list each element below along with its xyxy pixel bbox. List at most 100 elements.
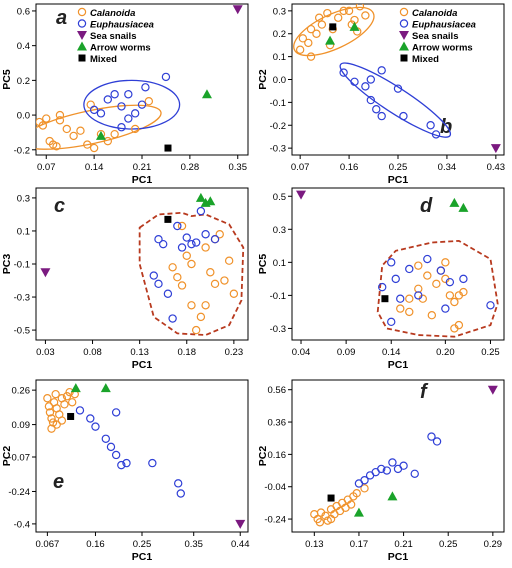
x-tick-label: 0.04: [292, 347, 311, 358]
data-point-calanoida: [103, 136, 113, 146]
legend-marker-open-circle: [77, 7, 87, 17]
data-point-calanoida: [187, 301, 196, 310]
x-axis-label: PC1: [132, 174, 153, 186]
x-tick-label: 0.07: [291, 162, 310, 173]
data-point-calanoida: [60, 400, 69, 409]
data-point-sea_snails: [490, 144, 501, 154]
data-point-calanoida: [210, 279, 220, 289]
data-point-calanoida: [65, 387, 74, 397]
data-point-calanoida: [346, 500, 356, 509]
x-tick-label: 0.07: [37, 162, 56, 173]
data-point-euphausiacea: [187, 239, 196, 249]
data-point-euphausiacea: [117, 123, 126, 132]
panel-letter: f: [420, 381, 429, 403]
data-point-arrow_worms: [205, 196, 216, 206]
data-point-arrow_worms: [70, 383, 81, 393]
legend-label: Arrow worms: [412, 43, 473, 54]
x-axis-label: PC1: [132, 359, 153, 371]
data-point-euphausiacea: [191, 238, 201, 247]
data-point-calanoida: [295, 45, 305, 54]
data-point-calanoida: [45, 408, 55, 417]
y-tick-label: 0.4: [17, 41, 30, 52]
y-tick-label: 0.5: [273, 192, 286, 203]
data-point-euphausiacea: [445, 277, 455, 287]
data-point-euphausiacea: [388, 458, 397, 467]
data-point-euphausiacea: [103, 95, 113, 104]
data-point-euphausiacea: [426, 121, 435, 130]
data-point-euphausiacea: [432, 437, 442, 446]
x-tick-label: 0.08: [83, 347, 102, 358]
legend-marker-open-circle: [399, 7, 409, 17]
x-tick-label: 0.16: [340, 162, 359, 173]
data-point-euphausiacea: [196, 206, 206, 216]
panel-letter: e: [53, 471, 64, 493]
data-point-euphausiacea: [436, 266, 446, 275]
x-tick-label: 0.29: [484, 539, 503, 550]
x-tick-label: 0.18: [178, 347, 197, 358]
data-point-euphausiacea: [168, 314, 177, 323]
data-point-calanoida: [423, 271, 432, 280]
x-axis-label: PC1: [132, 551, 153, 563]
data-point-calanoida: [352, 488, 361, 498]
data-point-euphausiacea: [387, 258, 396, 267]
y-tick-label: -0.24: [264, 515, 286, 526]
plot-area: [310, 385, 498, 527]
data-point-calanoida: [220, 276, 229, 285]
data-point-calanoida: [44, 402, 54, 411]
legend-label: Mixed: [412, 54, 439, 65]
data-point-calanoida: [168, 263, 177, 272]
data-point-arrow_worms: [458, 202, 469, 212]
data-point-euphausiacea: [459, 274, 468, 284]
data-point-euphausiacea: [86, 414, 95, 423]
data-point-euphausiacea: [201, 230, 210, 239]
data-point-arrow_worms: [349, 21, 360, 31]
x-tick-label: 0.03: [36, 347, 55, 358]
data-point-calanoida: [326, 514, 336, 524]
x-tick-label: 0.20: [436, 347, 455, 358]
x-axis-label: PC1: [388, 174, 409, 186]
data-point-calanoida: [76, 126, 85, 135]
data-point-euphausiacea: [387, 317, 396, 327]
data-point-euphausiacea: [75, 406, 85, 415]
y-tick-label: 0.1: [17, 226, 30, 237]
panel-letter: a: [56, 7, 67, 29]
x-tick-label: 0.13: [130, 347, 149, 358]
y-tick-label: -0.1: [270, 98, 286, 109]
legend-marker-open-circle: [399, 19, 409, 28]
data-point-euphausiacea: [405, 264, 414, 274]
data-point-calanoida: [360, 484, 369, 493]
data-point-calanoida: [450, 297, 459, 307]
data-point-calanoida: [191, 325, 201, 335]
y-tick-label: 0.3: [273, 6, 286, 17]
x-tick-label: 0.21: [133, 162, 152, 173]
data-point-calanoida: [224, 256, 234, 265]
x-tick-label: 0.35: [228, 162, 247, 173]
y-tick-label: 0.3: [17, 193, 30, 204]
data-point-calanoida: [315, 518, 325, 527]
data-point-calanoida: [450, 324, 459, 333]
y-axis-label: PC3: [1, 254, 13, 275]
x-tick-label: 0.14: [85, 162, 104, 173]
data-point-euphausiacea: [154, 279, 163, 289]
x-tick-label: 0.23: [225, 347, 244, 358]
plot-area: [43, 383, 246, 529]
data-point-euphausiacea: [89, 105, 99, 115]
data-point-euphausiacea: [382, 466, 392, 475]
data-point-euphausiacea: [361, 82, 370, 91]
data-point-calanoida: [405, 307, 414, 317]
data-point-euphausiacea: [161, 72, 171, 82]
data-point-mixed: [327, 494, 335, 502]
data-point-calanoida: [89, 143, 99, 153]
data-point-calanoida: [182, 251, 191, 260]
y-tick-label: 0.1: [273, 52, 286, 63]
confidence-ellipse-calanoida: [36, 104, 162, 150]
data-point-euphausiacea: [117, 102, 126, 111]
panel-b: 0.07 0.16 0.25 0.34 0.43 -0.3 -0.2 -0.1 0.0 0.1 0.…: [257, 3, 505, 186]
data-point-calanoida: [201, 243, 210, 252]
legend-label: Calanoida: [412, 8, 457, 19]
y-tick-label: -0.3: [14, 293, 30, 304]
data-point-euphausiacea: [360, 476, 369, 485]
y-tick-label: -0.1: [270, 291, 286, 302]
data-point-euphausiacea: [173, 479, 183, 488]
x-tick-label: 0.25: [481, 347, 500, 358]
